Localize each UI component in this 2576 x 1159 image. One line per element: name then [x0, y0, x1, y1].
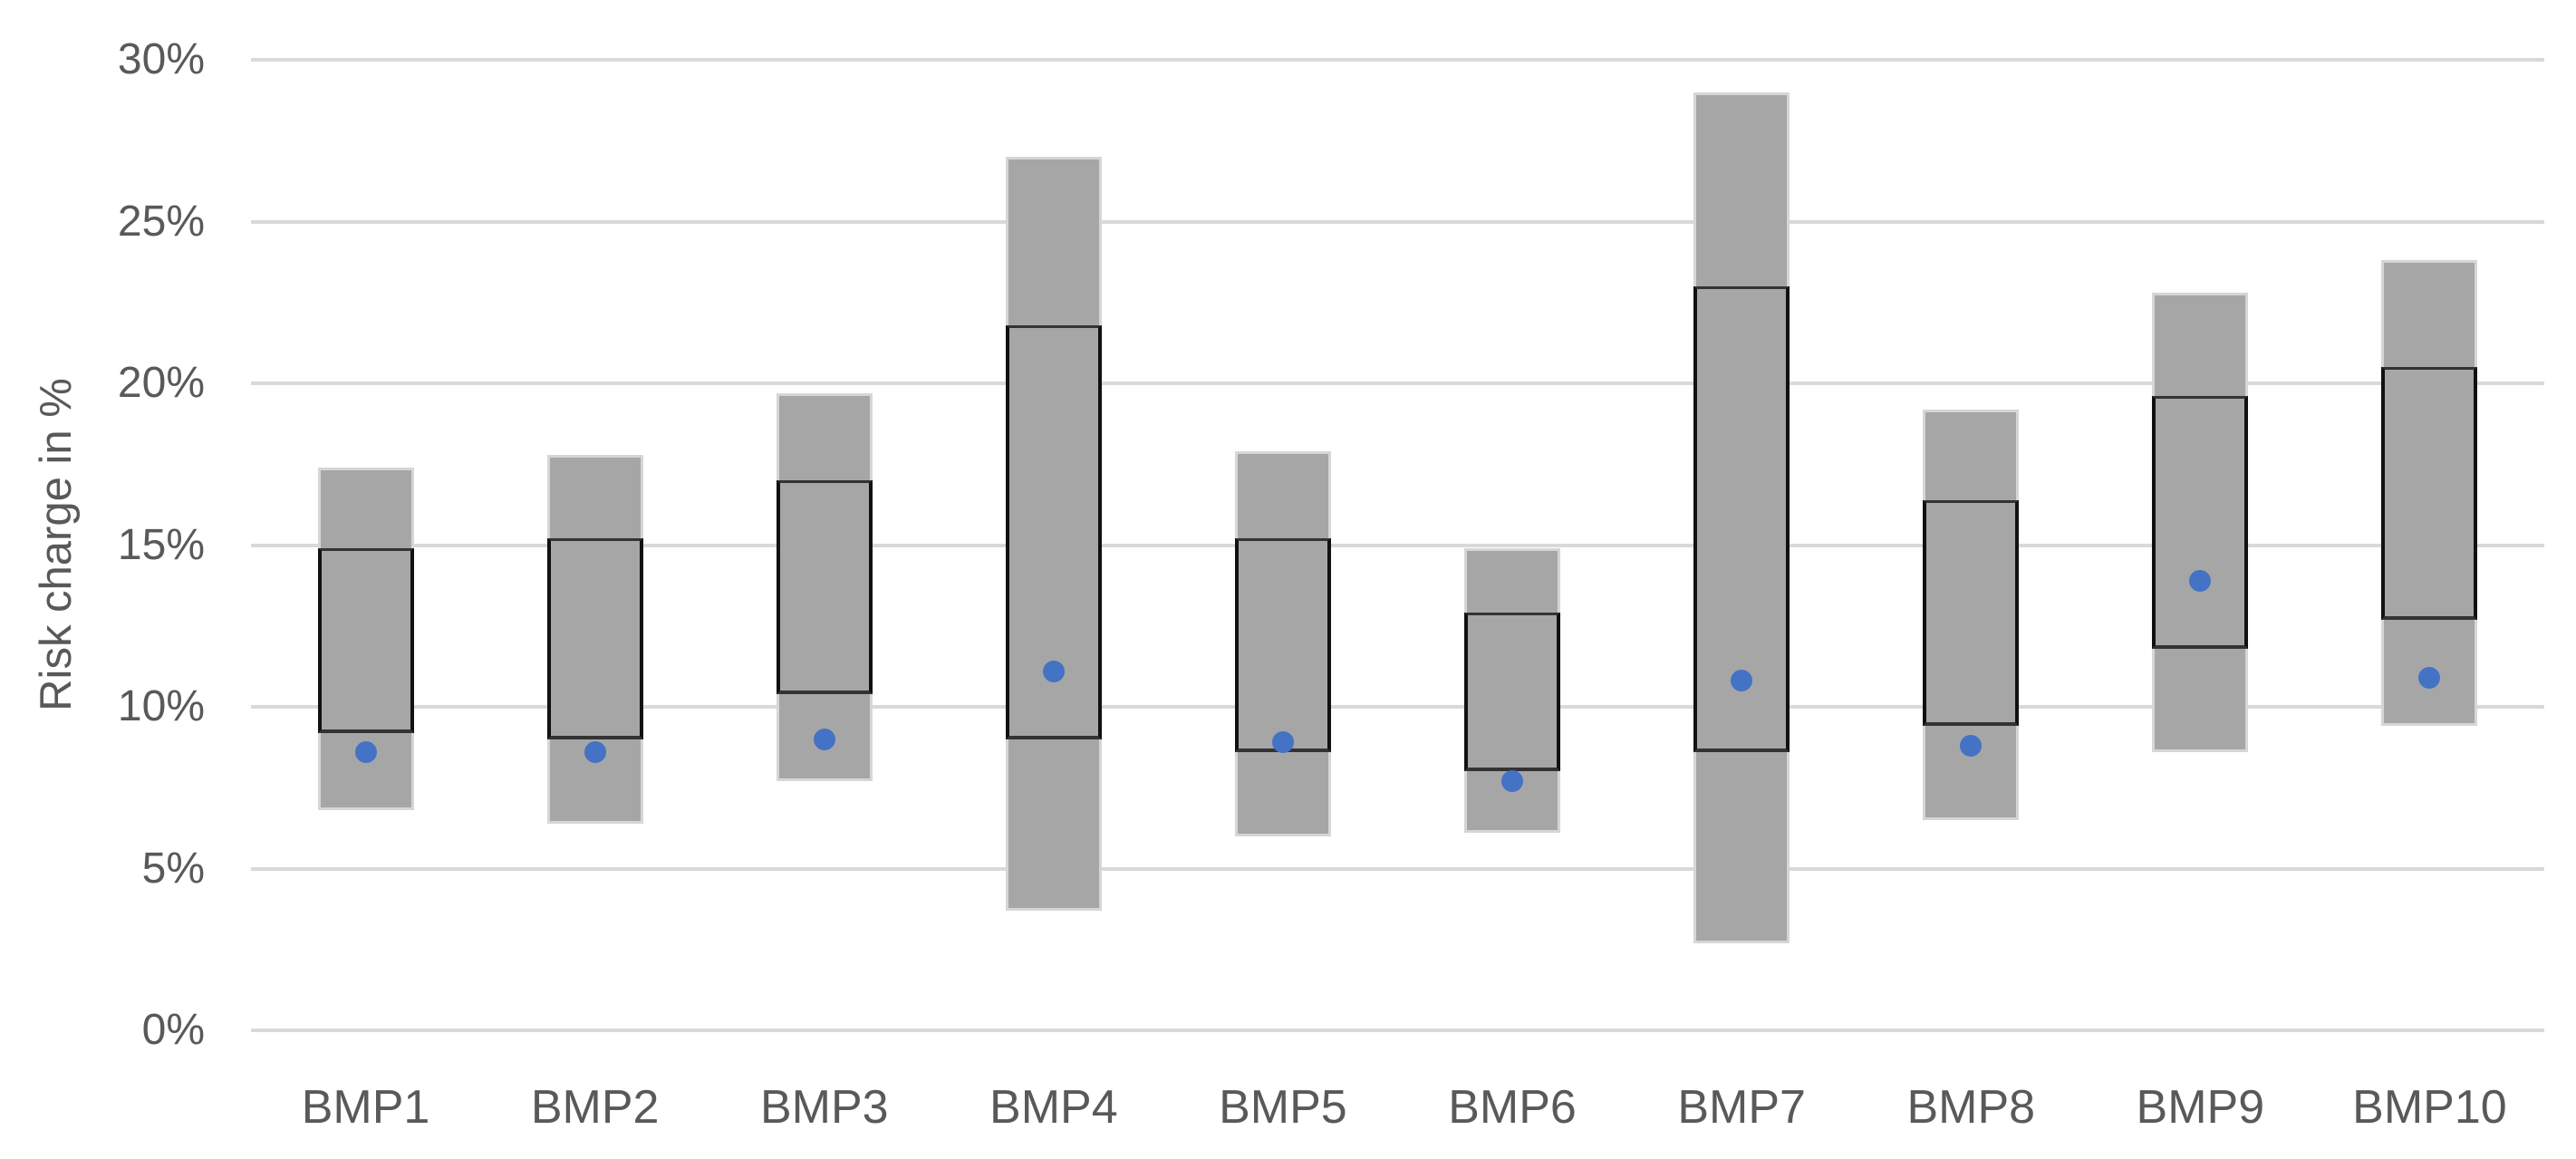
category-label: BMP5 — [1219, 1081, 1347, 1134]
range-bar — [1693, 92, 1790, 943]
mean-dot — [2189, 569, 2212, 592]
y-tick-label: 10% — [117, 682, 205, 730]
gridline — [251, 58, 2544, 62]
y-tick-label: 5% — [141, 844, 205, 893]
category-label: BMP6 — [1448, 1081, 1577, 1134]
iqr-box — [1923, 499, 2020, 727]
y-tick-label: 20% — [117, 359, 205, 407]
category-label: BMP3 — [759, 1081, 889, 1134]
mean-dot — [1042, 660, 1065, 682]
category-label: BMP8 — [1906, 1081, 2036, 1134]
range-bar — [1234, 450, 1331, 836]
mean-dot — [813, 728, 835, 750]
gridline — [251, 543, 2544, 547]
mean-dot — [1731, 670, 1753, 692]
mean-dot — [1501, 770, 1524, 793]
mean-dot — [2418, 666, 2441, 689]
gridline — [251, 219, 2544, 224]
y-tick-label: 25% — [117, 197, 205, 246]
gridline — [251, 866, 2544, 871]
y-tick-label: 0% — [141, 1006, 205, 1054]
iqr-box — [1005, 324, 1102, 739]
mean-dot — [1271, 731, 1294, 754]
iqr-box — [776, 480, 873, 694]
category-label: BMP9 — [2136, 1081, 2265, 1134]
iqr-box — [2381, 367, 2478, 620]
mean-dot — [584, 740, 606, 763]
range-bar — [2381, 260, 2478, 727]
mean-dot — [1960, 734, 1983, 757]
category-label: BMP1 — [301, 1081, 430, 1134]
iqr-box — [546, 538, 643, 739]
y-tick-label: 15% — [117, 520, 205, 569]
gridline — [251, 705, 2544, 709]
gridline — [251, 1029, 2544, 1032]
iqr-box — [317, 548, 414, 733]
y-tick-label: 30% — [117, 35, 205, 83]
category-label: BMP7 — [1677, 1081, 1806, 1134]
iqr-box — [1234, 538, 1331, 752]
category-label: BMP10 — [2352, 1081, 2507, 1134]
iqr-box — [1464, 613, 1561, 772]
gridline — [251, 382, 2544, 385]
iqr-box — [1693, 285, 1790, 752]
iqr-box — [2152, 396, 2249, 649]
category-label: BMP4 — [989, 1081, 1118, 1134]
mean-dot — [354, 740, 377, 763]
category-label: BMP2 — [530, 1081, 660, 1134]
